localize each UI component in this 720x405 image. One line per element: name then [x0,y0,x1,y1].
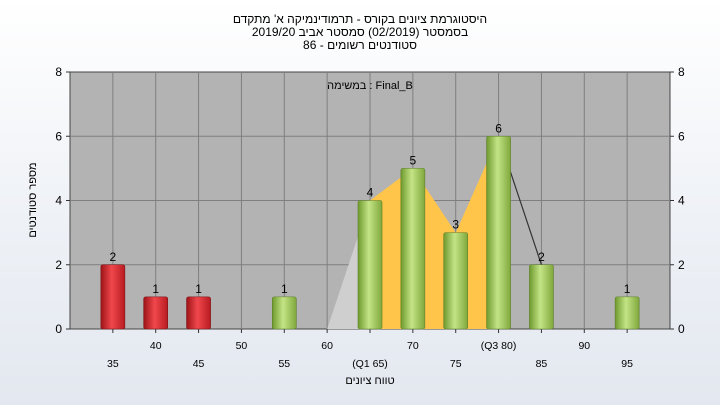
histogram-bar [529,264,554,330]
histogram-bar [100,264,126,330]
bar-value-label: 1 [624,282,631,296]
bar-value-label: 4 [367,186,374,200]
chart-title-line-3: סטודנטים רשומים - 86 [303,38,417,52]
histogram-bar [271,296,297,330]
histogram-bar [143,296,169,330]
bar-value-label: 1 [195,282,202,296]
bar-value-label: 6 [495,121,502,135]
y-tick-label-right: 6 [678,129,685,143]
bar-value-label: 1 [281,282,288,296]
annotation-label: במשימה : Final_B [327,80,413,92]
x-tick-label: 35 [107,358,119,370]
x-tick-label: 90 [578,340,590,352]
histogram-bar [614,296,640,330]
x-axis-label: טווח ציונים [345,375,394,387]
x-tick-label: 95 [621,358,633,370]
histogram-bar [443,232,469,330]
x-tick-label: 45 [193,358,205,370]
x-tick-label: (Q1 65) [352,358,388,370]
x-tick-label: 70 [407,340,419,352]
bar-value-label: 1 [152,282,159,296]
x-tick-label: 60 [321,340,333,352]
y-tick-label-right: 4 [678,194,685,208]
x-tick-label: 50 [236,340,248,352]
bar-value-label: 2 [538,250,545,264]
y-axis-label: מספר סטודנטים [27,162,39,237]
y-tick-label-left: 2 [55,258,62,272]
bar-layer [100,135,640,330]
chart-title-line-1: היסטוגרמת ציונים בקורס - תרמודינמיקה א' … [232,12,488,26]
histogram-bar [186,296,211,330]
histogram-bar [357,200,383,330]
histogram-bar [486,135,511,330]
bar-value-label: 3 [452,218,459,232]
x-tick-label: (Q3 80) [481,340,517,352]
x-tick-label: 75 [450,358,462,370]
y-tick-label-left: 8 [55,65,62,79]
y-tick-label-right: 2 [678,258,685,272]
y-tick-label-left: 4 [55,194,62,208]
x-tick-label: 85 [536,358,548,370]
y-tick-label-left: 6 [55,129,62,143]
x-tick-label: 55 [278,358,290,370]
chart-title-line-2: בסמסטר (02/2019) סמסטר אביב 2019/20 [251,25,469,39]
bar-value-label: 5 [410,153,417,167]
bar-value-label: 2 [110,250,117,264]
histogram-bar [400,168,426,330]
y-tick-label-right: 8 [678,65,685,79]
y-tick-label-left: 0 [55,322,62,336]
y-tick-label-right: 0 [678,322,685,336]
x-tick-label: 40 [150,340,162,352]
